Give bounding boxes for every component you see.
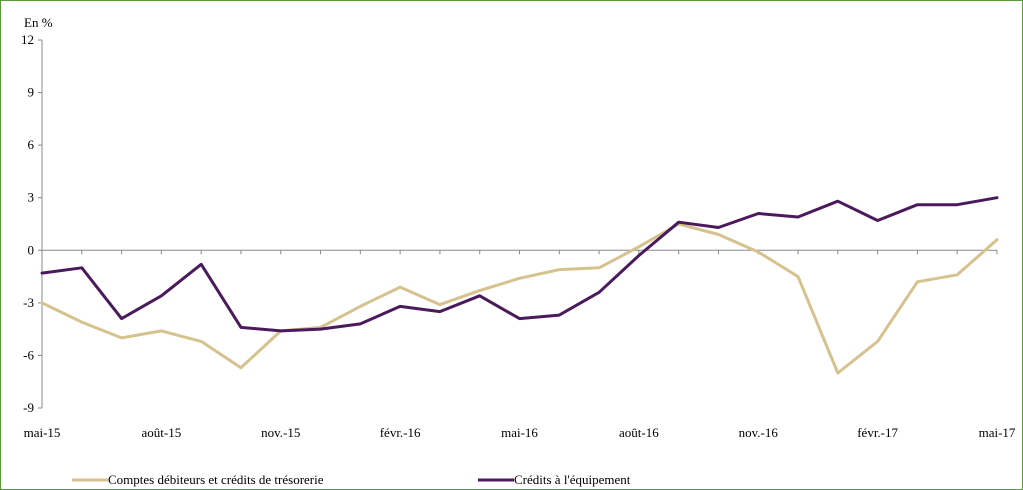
y-tick-label: 12 bbox=[21, 32, 34, 47]
series-line-1 bbox=[40, 222, 999, 375]
x-tick-label: mai-15 bbox=[24, 425, 61, 440]
y-tick-label: 0 bbox=[28, 242, 35, 257]
y-tick-label: -3 bbox=[23, 295, 34, 310]
x-tick-label: mai-16 bbox=[501, 425, 538, 440]
legend: Comptes débiteurs et crédits de trésorer… bbox=[72, 472, 631, 487]
y-axis: 12 9 6 3 0 -3 -6 -9 bbox=[21, 32, 43, 415]
y-tick-label: 3 bbox=[28, 190, 35, 205]
legend-label-2: Crédits à l'équipement bbox=[514, 472, 631, 487]
y-tick-label: -6 bbox=[23, 347, 34, 362]
x-tick-label: août-16 bbox=[619, 425, 659, 440]
x-tick-label: août-15 bbox=[142, 425, 182, 440]
x-tick-label: nov.-15 bbox=[261, 425, 300, 440]
y-tick-label: -9 bbox=[23, 400, 34, 415]
y-tick-label: 9 bbox=[28, 85, 35, 100]
y-axis-unit-label: En % bbox=[24, 15, 53, 30]
x-axis: mai-15 août-15 nov.-15 févr.-16 mai-16 août-1… bbox=[24, 249, 1016, 440]
x-tick-label: févr.-17 bbox=[857, 425, 898, 440]
y-tick-label: 6 bbox=[28, 137, 35, 152]
series-layer bbox=[40, 196, 999, 375]
series-line-2 bbox=[40, 196, 999, 333]
x-tick-label: févr.-16 bbox=[380, 425, 421, 440]
x-tick-label: mai-17 bbox=[979, 425, 1016, 440]
legend-label-1: Comptes débiteurs et crédits de trésorer… bbox=[108, 472, 324, 487]
x-tick-label: nov.-16 bbox=[739, 425, 779, 440]
